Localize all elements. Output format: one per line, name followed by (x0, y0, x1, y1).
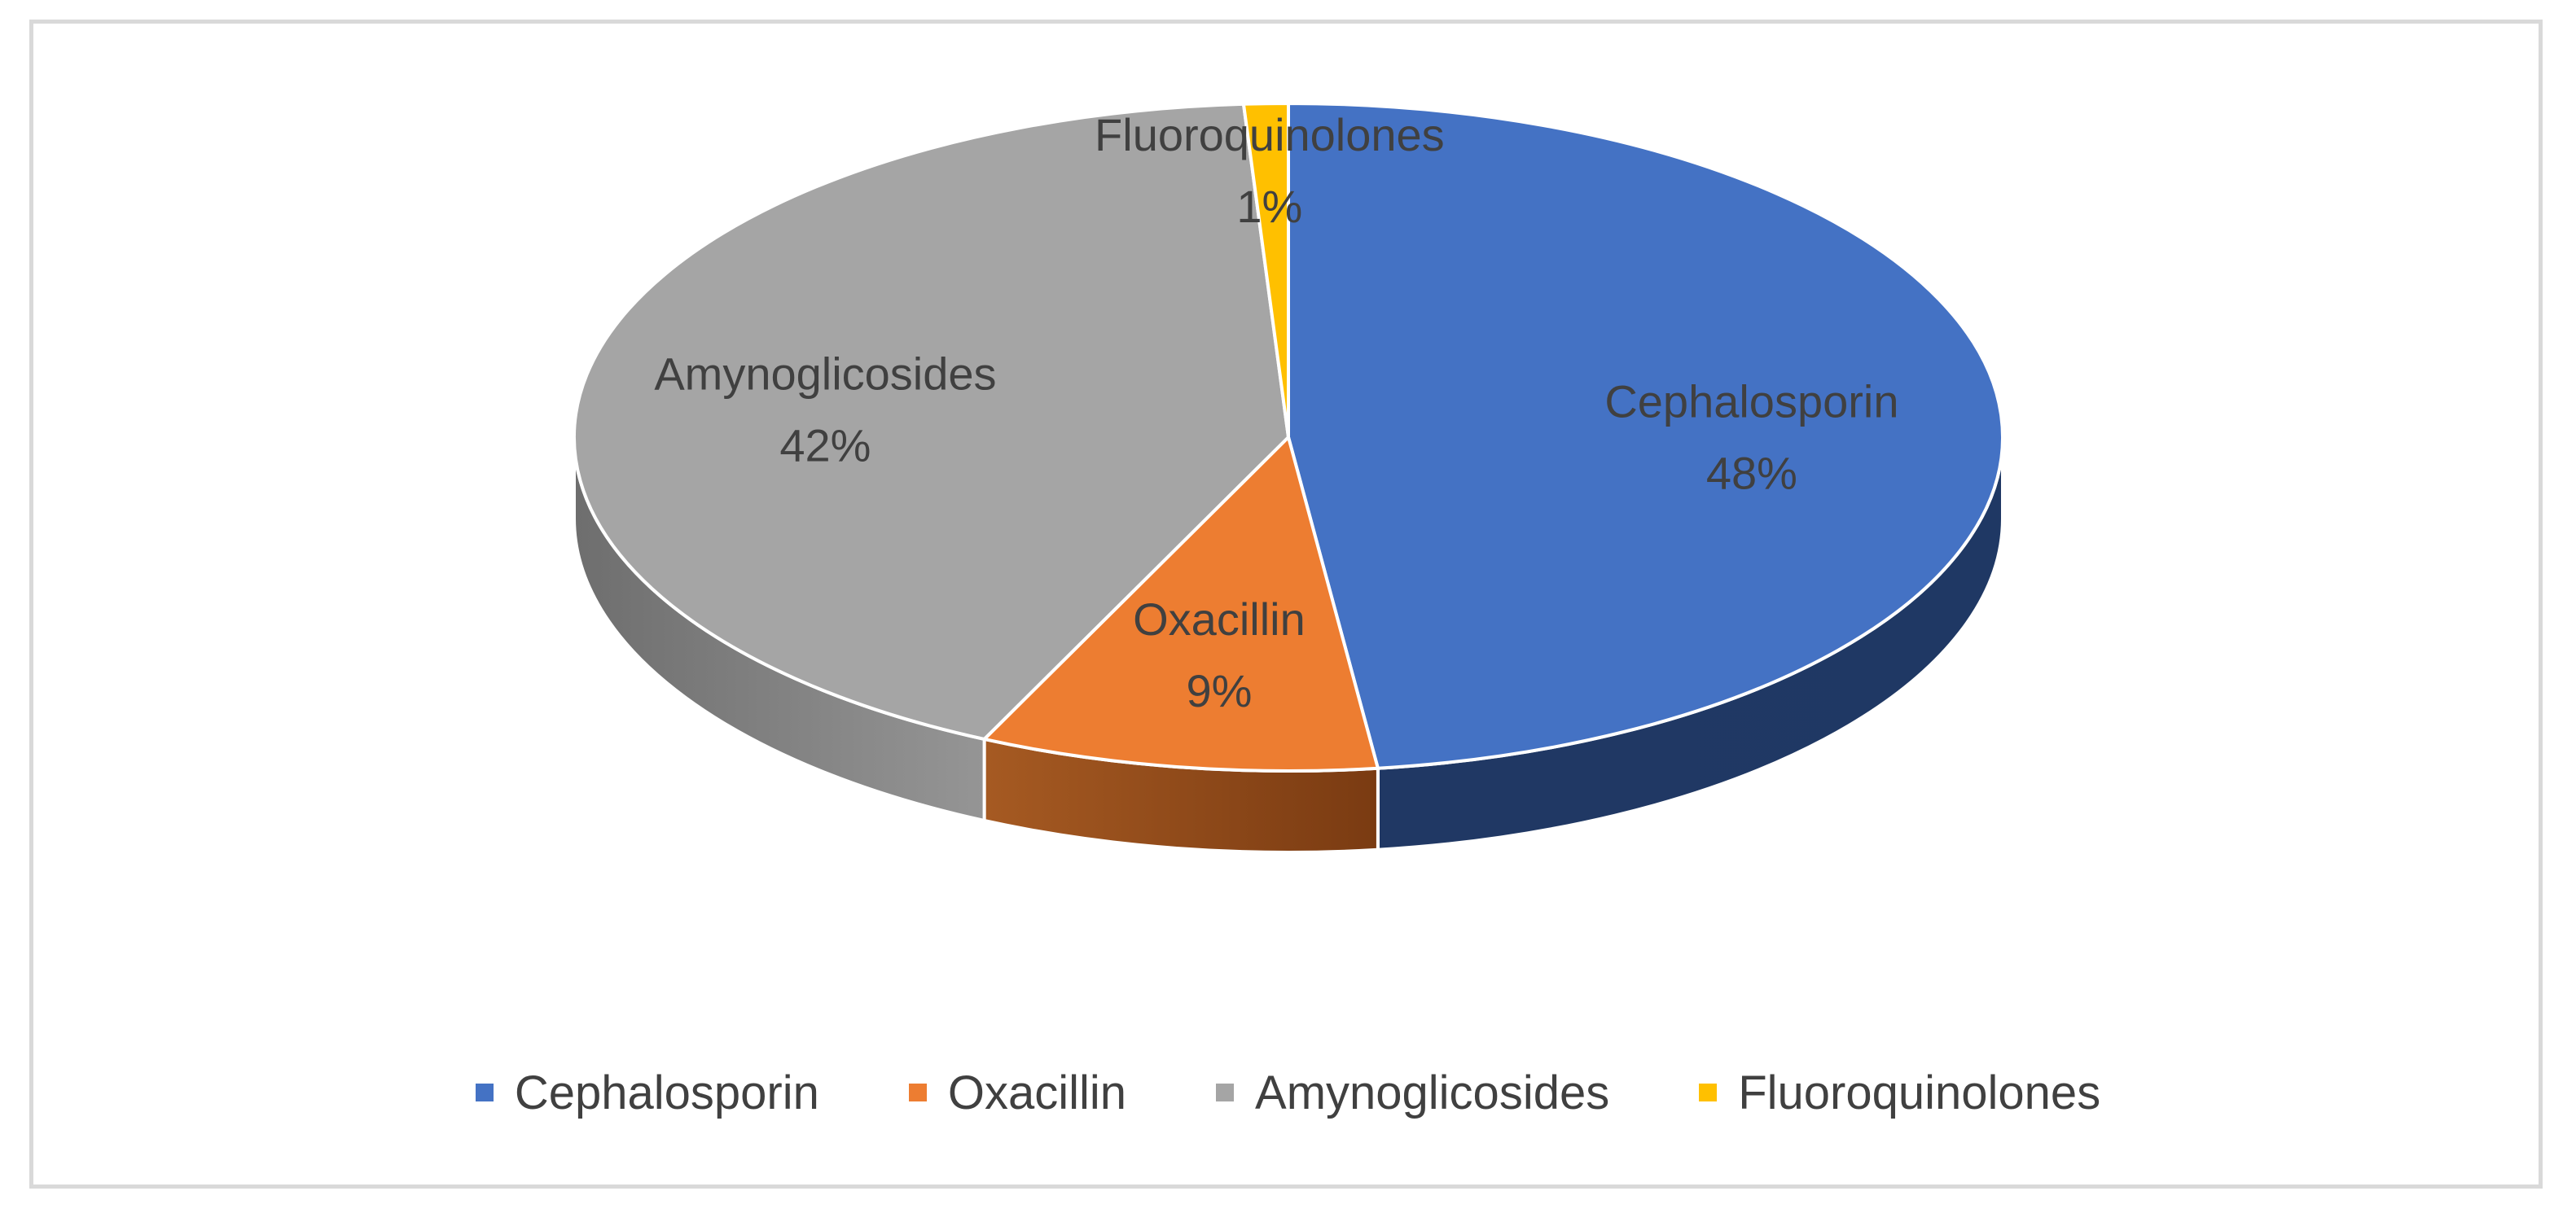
legend-label-cephalosporin: Cephalosporin (514, 1066, 819, 1119)
pie-labels: Cephalosporin 48% Oxacillin 9% Amynoglicosid… (654, 109, 1898, 716)
data-label-fluoroquinolones: Fluoroquinolones 1% (1095, 109, 1445, 232)
pie-slice-cephalosporin (1287, 102, 2004, 770)
pie-slice-fluoroquinolones (1241, 102, 1290, 439)
legend-item-fluoroquinolones: Fluoroquinolones (1699, 1066, 2100, 1120)
data-label-value-cephalosporin: 48% (1706, 447, 1797, 498)
legend-swatch-amynoglicosides (1216, 1084, 1235, 1101)
data-label-oxacillin: Oxacillin 9% (1133, 593, 1306, 716)
pie-tops (573, 102, 2004, 773)
legend: Cephalosporin Oxacillin Amynoglicosides … (0, 1060, 2576, 1125)
legend-label-amynoglicosides: Amynoglicosides (1255, 1066, 1610, 1119)
legend-label-oxacillin: Oxacillin (947, 1066, 1127, 1119)
legend-item-amynoglicosides: Amynoglicosides (1216, 1066, 1609, 1120)
legend-swatch-oxacillin (908, 1084, 927, 1101)
data-label-value-amynoglicosides: 42% (779, 419, 871, 471)
legend-item-oxacillin: Oxacillin (908, 1066, 1127, 1120)
data-label-name-amynoglicosides: Amynoglicosides (654, 348, 996, 399)
legend-label-fluoroquinolones: Fluoroquinolones (1738, 1066, 2101, 1119)
data-label-name-oxacillin: Oxacillin (1133, 593, 1306, 645)
pie-slice-amynoglicosides (573, 102, 1290, 741)
data-label-name-cephalosporin: Cephalosporin (1604, 375, 1898, 427)
data-label-amynoglicosides: Amynoglicosides 42% (654, 348, 996, 471)
data-label-cephalosporin: Cephalosporin 48% (1604, 375, 1898, 498)
legend-swatch-fluoroquinolones (1699, 1084, 1718, 1101)
legend-swatch-cephalosporin (475, 1084, 494, 1101)
data-label-name-fluoroquinolones: Fluoroquinolones (1095, 109, 1445, 160)
legend-item-cephalosporin: Cephalosporin (475, 1066, 819, 1120)
data-label-value-oxacillin: 9% (1186, 665, 1252, 716)
pie-slice-oxacillin (982, 436, 1380, 773)
data-label-value-fluoroquinolones: 1% (1236, 181, 1302, 232)
